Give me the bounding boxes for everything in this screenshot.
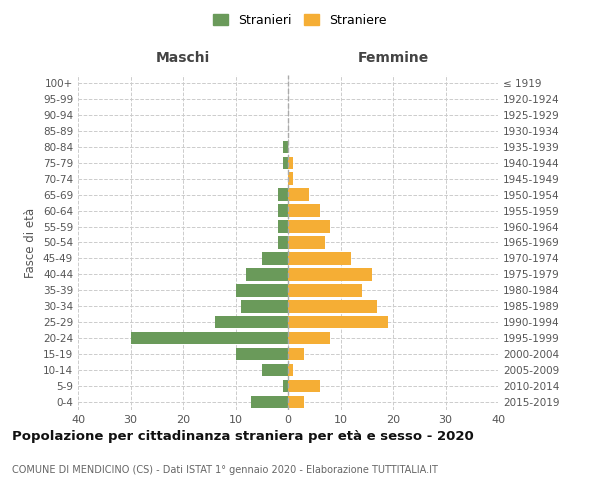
Bar <box>251 396 288 408</box>
Bar <box>288 204 320 217</box>
Text: COMUNE DI MENDICINO (CS) - Dati ISTAT 1° gennaio 2020 - Elaborazione TUTTITALIA.: COMUNE DI MENDICINO (CS) - Dati ISTAT 1°… <box>12 465 438 475</box>
Bar <box>283 156 288 169</box>
Text: Popolazione per cittadinanza straniera per età e sesso - 2020: Popolazione per cittadinanza straniera p… <box>12 430 474 443</box>
Bar <box>283 140 288 153</box>
Bar <box>262 364 288 376</box>
Bar <box>288 300 377 312</box>
Bar <box>246 268 288 280</box>
Bar <box>235 284 288 296</box>
Bar <box>288 284 361 296</box>
Bar <box>288 396 304 408</box>
Bar <box>288 252 351 264</box>
Bar <box>130 332 288 344</box>
Bar <box>288 220 330 233</box>
Bar <box>288 172 293 185</box>
Y-axis label: Fasce di età: Fasce di età <box>25 208 37 278</box>
Bar <box>288 332 330 344</box>
Text: Femmine: Femmine <box>358 51 428 65</box>
Bar <box>277 220 288 233</box>
Bar <box>283 380 288 392</box>
Bar <box>215 316 288 328</box>
Bar <box>288 380 320 392</box>
Bar <box>288 236 325 248</box>
Bar <box>277 188 288 201</box>
Bar <box>288 364 293 376</box>
Text: Maschi: Maschi <box>156 51 210 65</box>
Bar <box>288 156 293 169</box>
Bar <box>288 348 304 360</box>
Bar <box>277 236 288 248</box>
Bar <box>241 300 288 312</box>
Bar <box>288 316 388 328</box>
Bar <box>262 252 288 264</box>
Bar <box>288 188 309 201</box>
Bar <box>235 348 288 360</box>
Bar <box>288 268 372 280</box>
Bar <box>277 204 288 217</box>
Legend: Stranieri, Straniere: Stranieri, Straniere <box>208 8 392 32</box>
